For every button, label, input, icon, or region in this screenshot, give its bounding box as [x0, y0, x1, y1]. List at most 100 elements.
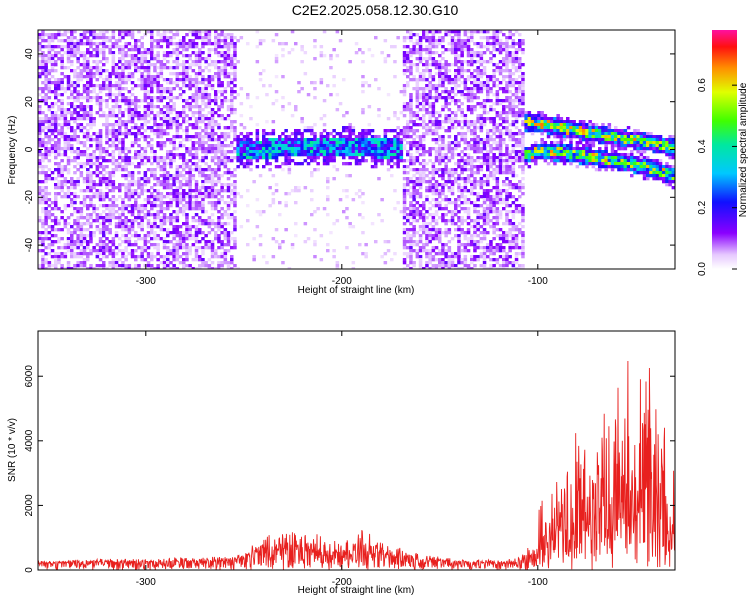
spectrogram-cell [153, 225, 157, 229]
spectrogram-cell [329, 150, 333, 154]
spectrogram-cell [162, 201, 167, 205]
spectrogram-cell [454, 135, 458, 139]
spectrogram-cell [102, 114, 106, 118]
spectrogram-cell [175, 255, 180, 259]
spectrogram-cell [441, 141, 445, 145]
spectrogram-cell [102, 234, 106, 238]
spectrogram-cell [390, 150, 394, 154]
spectrogram-cell [47, 36, 52, 40]
spectrogram-cell [137, 204, 141, 208]
spectrogram-cell [38, 264, 42, 268]
spectrogram-cell [82, 261, 87, 265]
spectrogram-cell [412, 195, 416, 199]
spectrogram-cell [444, 102, 448, 106]
spectrogram-cell [70, 213, 74, 217]
spectrogram-cell [130, 195, 135, 199]
spectrogram-cell [60, 165, 64, 169]
spectrogram-cell [156, 81, 160, 85]
spectrogram-cell [73, 54, 77, 58]
spectrogram-cell [233, 48, 237, 52]
spectrogram-cell [262, 39, 266, 43]
spectrogram-cell [406, 129, 410, 133]
spectrogram-cell [230, 72, 234, 76]
spectrogram-cell [162, 174, 167, 178]
spectrogram-cell [63, 30, 68, 34]
spectrogram-cell [226, 261, 231, 265]
spectrogram-cell [335, 93, 340, 97]
spectrogram-cell [441, 267, 445, 269]
spectrogram-cell [63, 168, 68, 172]
spectrogram-cell [431, 237, 436, 241]
spectrogram-cell [79, 117, 84, 121]
spectrogram-cell [338, 150, 343, 154]
spectrogram-cell [402, 84, 407, 88]
spectrogram-cell [127, 189, 132, 193]
spectrogram-cell [447, 198, 452, 202]
spectrogram-cell [454, 87, 458, 91]
spectrogram-cell [127, 108, 132, 112]
spectrogram-cell [447, 141, 452, 145]
spectrogram-cell [191, 177, 196, 181]
spectrogram-cell [95, 111, 100, 115]
spectrogram-cell [66, 261, 71, 265]
spectrogram-cell [358, 141, 362, 145]
spectrogram-cell [60, 246, 64, 250]
spectrogram-cell [402, 54, 407, 58]
spectrogram-cell [191, 189, 196, 193]
spectrogram-cell [60, 114, 64, 118]
spectrogram-cell [86, 171, 90, 175]
spectrogram-cell [383, 147, 388, 151]
spectrogram-cell [297, 186, 301, 190]
spectrogram-cell [175, 54, 180, 58]
spectrogram-cell [44, 114, 48, 118]
spectrogram-cell [79, 39, 84, 43]
spectrogram-cell [82, 51, 87, 55]
spectrogram-cell [102, 216, 106, 220]
spectrogram-cell [460, 135, 464, 139]
spectrogram-cell [300, 138, 304, 142]
spectrogram-cell [434, 84, 439, 88]
spectrogram-cell [98, 249, 103, 253]
spectrogram-cell [146, 81, 151, 85]
spectrogram-cell [76, 264, 80, 268]
spectrogram-cell [428, 96, 432, 100]
spectrogram-cell [50, 60, 55, 64]
spectrogram-cell [118, 99, 122, 103]
spectrogram-cell [230, 81, 234, 85]
spectrogram-cell [463, 237, 468, 241]
spectrogram-cell [434, 153, 439, 157]
spectrogram-cell [60, 45, 64, 49]
spectrogram-cell [118, 264, 122, 268]
spectrogram-cell [66, 111, 71, 115]
spectrogram-cell [86, 84, 90, 88]
spectrogram-cell [38, 144, 42, 148]
spectrogram-cell [166, 228, 170, 232]
spectrogram-cell [130, 81, 135, 85]
spectrogram-cell [98, 153, 103, 157]
spectrogram-cell [185, 207, 189, 211]
spectrogram-cell [220, 150, 224, 154]
spectrogram-cell [428, 126, 432, 130]
spectrogram-cell [290, 150, 295, 154]
spectrogram-cell [47, 78, 52, 82]
spectrogram-cell [418, 93, 423, 97]
spectrogram-cell [415, 219, 420, 223]
spectrogram-cell [422, 48, 426, 52]
spectrogram-cell [326, 132, 330, 136]
spectrogram-cell [274, 240, 279, 244]
spectrogram-cell [210, 135, 215, 139]
spectrogram-cell [466, 264, 471, 268]
spectrogram-cell [182, 240, 186, 244]
spectrogram-cell [415, 201, 420, 205]
spectrogram-cell [393, 114, 397, 118]
spectrogram-cell [92, 30, 96, 34]
spectrogram-cell [457, 141, 461, 145]
spectrogram-cell [418, 228, 423, 232]
spectrogram-cell [47, 108, 52, 112]
spectrogram-cell [457, 219, 461, 223]
spectrogram-cell [450, 111, 455, 115]
spectrogram-cell [108, 252, 112, 256]
spectrogram-cell [124, 147, 128, 151]
spectrogram-cell [463, 159, 468, 163]
spectrogram-cell [76, 48, 80, 52]
